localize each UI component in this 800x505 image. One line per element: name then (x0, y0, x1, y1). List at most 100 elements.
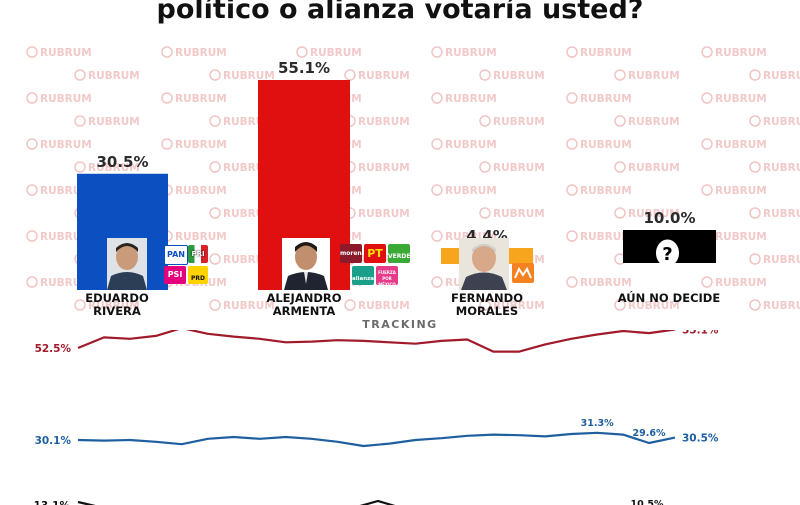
watermark-item: RUBRUM (431, 184, 497, 197)
watermark-item: RUBRUM (614, 69, 680, 82)
svg-text:RUBRUM: RUBRUM (40, 139, 92, 151)
watermark-item: RUBRUM (749, 115, 800, 128)
svg-text:RUBRUM: RUBRUM (763, 162, 800, 174)
watermark-item: RUBRUM (74, 161, 140, 174)
watermark-item: RUBRUM (431, 46, 497, 59)
tracking-line-armenta (77, 330, 676, 353)
svg-text:RUBRUM: RUBRUM (445, 185, 497, 197)
candidate-name-armenta: ALEJANDRO ARMENTA (244, 292, 364, 318)
svg-text:RUBRUM: RUBRUM (88, 70, 140, 82)
candidate-first-morales: FERNANDO (450, 291, 524, 305)
tracking-point-label: 30.5% (682, 433, 719, 445)
watermark-item: RUBRUM (26, 92, 92, 105)
svg-text:RUBRUM: RUBRUM (358, 116, 410, 128)
candidate-name-rivera: EDUARDO RIVERA (57, 292, 177, 318)
svg-text:RUBRUM: RUBRUM (628, 300, 680, 312)
svg-text:RUBRUM: RUBRUM (763, 300, 800, 312)
svg-text:RUBRUM: RUBRUM (715, 185, 767, 197)
svg-text:RUBRUM: RUBRUM (223, 300, 275, 312)
watermark-item: RUBRUM (479, 161, 545, 174)
svg-text:RUBRUM: RUBRUM (358, 300, 410, 312)
watermark-item: RUBRUM (614, 207, 680, 220)
watermark-item: RUBRUM (296, 46, 362, 59)
candidate-name-undecided: AÚN NO DECIDE (609, 292, 729, 305)
watermark-item: RUBRUM (344, 299, 410, 312)
watermark-item: RUBRUM (161, 92, 227, 105)
mc-logo (512, 263, 534, 283)
svg-text:RUBRUM: RUBRUM (493, 70, 545, 82)
svg-text:RUBRUM: RUBRUM (40, 93, 92, 105)
tracking-point-label: 29.6% (633, 428, 666, 439)
svg-text:RUBRUM: RUBRUM (358, 162, 410, 174)
armenta-photo (282, 238, 330, 290)
svg-text:RUBRUM: RUBRUM (763, 254, 800, 266)
watermark-item: RUBRUM (209, 299, 275, 312)
svg-text:RUBRUM: RUBRUM (715, 139, 767, 151)
alianza-logo: alianza (352, 266, 374, 285)
tracking-chart: 52.5%54.9%54.6%55.1%30.1%31.3%29.6%30.5%… (34, 330, 719, 505)
tracking-point-label: 30.1% (35, 435, 72, 447)
watermark-item: RUBRUM (479, 299, 545, 312)
pan-logo: PAN (164, 245, 188, 265)
svg-text:RUBRUM: RUBRUM (493, 162, 545, 174)
svg-text:RUBRUM: RUBRUM (763, 116, 800, 128)
svg-text:RUBRUM: RUBRUM (763, 70, 800, 82)
candidate-first-armenta: ALEJANDRO (266, 291, 342, 305)
candidate-last-rivera: RIVERA (93, 304, 141, 318)
watermark-item: RUBRUM (749, 69, 800, 82)
tracking-partial-label: 10.5% (631, 499, 664, 505)
pri-logo: PRI (188, 245, 208, 263)
svg-text:RUBRUM: RUBRUM (175, 185, 227, 197)
svg-text:RUBRUM: RUBRUM (715, 231, 767, 243)
svg-text:RUBRUM: RUBRUM (493, 208, 545, 220)
tracking-point-label: 55.1% (682, 330, 719, 337)
watermark-item: RUBRUM (749, 207, 800, 220)
morales-photo (459, 238, 509, 290)
svg-text:RUBRUM: RUBRUM (715, 277, 767, 289)
watermark-item: RUBRUM (74, 115, 140, 128)
watermark-item: RUBRUM (479, 69, 545, 82)
tracking-label: TRACKING (362, 318, 438, 331)
tracking-point-label: 31.3% (581, 418, 614, 429)
svg-text:RUBRUM: RUBRUM (763, 208, 800, 220)
svg-text:RUBRUM: RUBRUM (580, 185, 632, 197)
candidate-name-morales: FERNANDO MORALES (427, 292, 547, 318)
svg-text:RUBRUM: RUBRUM (445, 139, 497, 151)
bar-value-rivera: 30.5% (96, 153, 148, 171)
watermark-item: RUBRUM (74, 299, 140, 312)
bar-value-armenta: 55.1% (278, 59, 330, 77)
tracking-line-partial (77, 499, 396, 505)
watermark-item: RUBRUM (566, 276, 632, 289)
svg-text:RUBRUM: RUBRUM (628, 208, 680, 220)
svg-text:RUBRUM: RUBRUM (88, 300, 140, 312)
tracking-partial-label: 13.1% (34, 500, 71, 505)
svg-text:RUBRUM: RUBRUM (580, 231, 632, 243)
svg-text:RUBRUM: RUBRUM (310, 47, 362, 59)
watermark-item: RUBRUM (161, 138, 227, 151)
watermark-item: RUBRUM (701, 92, 767, 105)
svg-text:RUBRUM: RUBRUM (175, 231, 227, 243)
watermark-item: RUBRUM (701, 184, 767, 197)
svg-text:RUBRUM: RUBRUM (445, 47, 497, 59)
svg-text:RUBRUM: RUBRUM (715, 47, 767, 59)
svg-text:?: ? (662, 244, 672, 265)
watermark-item: RUBRUM (701, 276, 767, 289)
svg-text:RUBRUM: RUBRUM (493, 116, 545, 128)
watermark-item: RUBRUM (614, 161, 680, 174)
svg-text:RUBRUM: RUBRUM (493, 300, 545, 312)
watermark-item: RUBRUM (26, 46, 92, 59)
watermark-item: RUBRUM (614, 299, 680, 312)
pt-logo: PT (364, 244, 386, 263)
svg-text:RUBRUM: RUBRUM (358, 70, 410, 82)
watermark-item: RUBRUM (749, 161, 800, 174)
watermark-item: RUBRUM (701, 46, 767, 59)
tracking-point-label: 52.5% (35, 343, 72, 355)
watermark-item: RUBRUM (431, 138, 497, 151)
svg-text:RUBRUM: RUBRUM (88, 162, 140, 174)
svg-text:RUBRUM: RUBRUM (175, 139, 227, 151)
svg-text:RUBRUM: RUBRUM (358, 208, 410, 220)
watermark-item: RUBRUM (161, 46, 227, 59)
svg-text:RUBRUM: RUBRUM (715, 93, 767, 105)
candidate-last-armenta: ARMENTA (272, 304, 336, 318)
svg-text:RUBRUM: RUBRUM (175, 47, 227, 59)
